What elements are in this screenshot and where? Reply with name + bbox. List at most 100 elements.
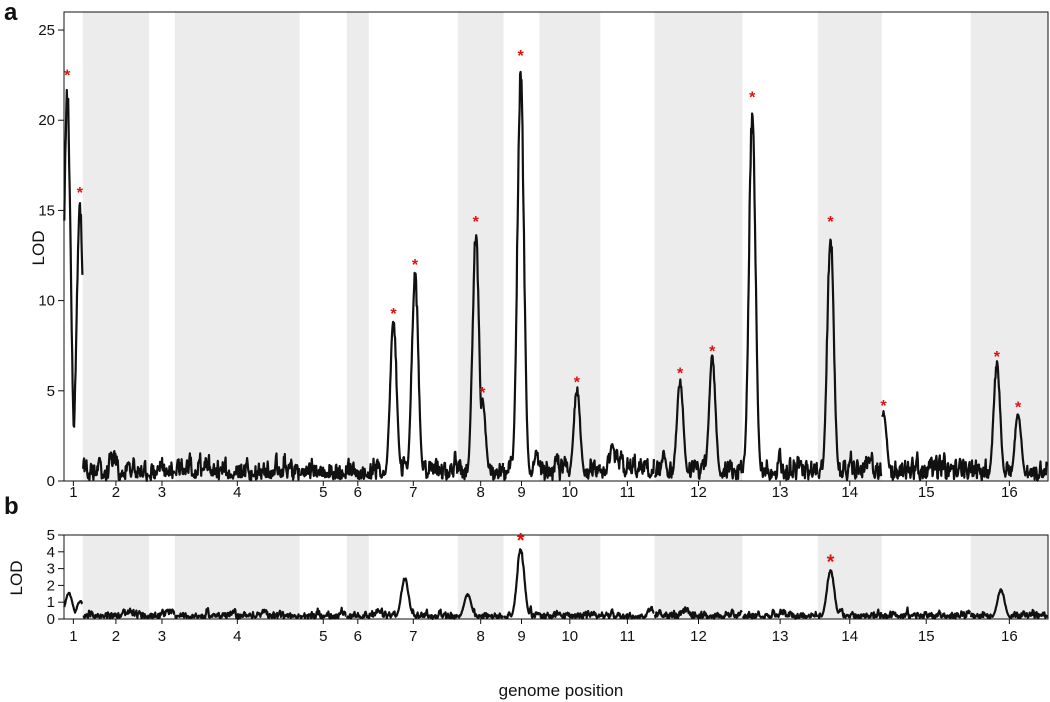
lod-trace-chr3 <box>148 608 176 620</box>
chrom-shade-16 <box>970 12 1048 481</box>
peak-marker-star: * <box>412 257 419 274</box>
x-tick-label-chr16: 16 <box>1001 628 1018 645</box>
x-tick-label-chr9: 9 <box>517 628 525 645</box>
x-tick-label-chr13: 13 <box>772 484 789 501</box>
lod-trace-chr8 <box>457 592 505 620</box>
y-tick-label: 5 <box>47 383 55 400</box>
lod-trace-chr15 <box>881 606 971 620</box>
peak-marker-star: * <box>479 385 486 402</box>
lod-trace-chr6 <box>346 610 370 620</box>
chrom-shade-6 <box>346 535 369 619</box>
x-tick-label-chr13: 13 <box>772 628 789 645</box>
y-tick-label: 20 <box>38 112 55 129</box>
y-tick-label: 0 <box>47 611 55 628</box>
y-tick-label: 0 <box>47 473 55 490</box>
peak-marker-star: * <box>390 306 397 323</box>
lod-trace-chr13 <box>741 112 819 481</box>
x-tick-label-chr1: 1 <box>69 628 77 645</box>
lod-trace-chr5 <box>299 606 347 620</box>
lod-trace-chr11 <box>599 443 655 479</box>
peak-marker-star: * <box>677 365 684 382</box>
lod-trace-chr14 <box>817 238 883 482</box>
lod-trace-chr2 <box>82 450 150 482</box>
chrom-shade-10 <box>539 535 601 619</box>
x-tick-label-chr3: 3 <box>158 628 166 645</box>
chrom-shade-2 <box>82 535 150 619</box>
x-tick-label-chr14: 14 <box>841 628 858 645</box>
y-tick-label: 3 <box>47 561 55 578</box>
lod-trace-chr15 <box>881 410 972 481</box>
lod-trace-chr11 <box>599 605 655 620</box>
x-tick-label-chr8: 8 <box>477 628 485 645</box>
x-tick-label-chr10: 10 <box>561 628 578 645</box>
x-tick-label-chr16: 16 <box>1001 484 1018 501</box>
lod-trace-chr4 <box>174 452 301 482</box>
x-axis-title: genome position <box>499 681 624 700</box>
lod-trace-chr10 <box>538 609 601 620</box>
x-tick-label-chr7: 7 <box>409 628 417 645</box>
peak-marker-star: * <box>473 214 480 231</box>
plot-frame <box>63 11 1049 482</box>
lod-trace-chr3 <box>148 456 176 482</box>
lod-trace-chr16 <box>969 588 1049 620</box>
x-tick-label-chr12: 12 <box>690 628 707 645</box>
y-tick-label: 4 <box>47 544 55 561</box>
x-tick-label-chr10: 10 <box>561 484 578 501</box>
chrom-shade-6 <box>346 12 369 481</box>
x-tick-label-chr12: 12 <box>690 484 707 501</box>
panel-a-ylabel: LOD <box>29 231 48 266</box>
x-tick-label-chr11: 11 <box>620 628 636 645</box>
y-tick-label: 2 <box>47 577 55 594</box>
lod-trace-chr12 <box>653 606 743 620</box>
lod-trace-chr7 <box>368 271 459 481</box>
x-tick-label-chr3: 3 <box>158 484 166 501</box>
y-tick-label: 25 <box>38 22 55 39</box>
peak-marker-star: * <box>880 398 887 415</box>
peak-marker-star: * <box>827 552 835 574</box>
lod-trace-chr13 <box>741 608 819 620</box>
lod-trace-chr9 <box>503 548 540 620</box>
x-tick-label-chr6: 6 <box>354 628 362 645</box>
lod-trace-chr16 <box>969 360 1049 482</box>
chrom-shade-12 <box>654 12 743 481</box>
x-tick-label-chr11: 11 <box>620 484 636 501</box>
x-tick-label-chr7: 7 <box>409 484 417 501</box>
peak-marker-star: * <box>749 89 756 106</box>
peak-marker-star: * <box>994 349 1001 366</box>
chrom-shade-8 <box>457 535 504 619</box>
x-tick-label-chr2: 2 <box>112 484 120 501</box>
x-tick-label-chr5: 5 <box>319 628 327 645</box>
lod-trace-chr9 <box>502 70 540 481</box>
peak-marker-star: * <box>64 68 71 85</box>
x-tick-label-chr4: 4 <box>233 484 241 501</box>
chrom-shade-4 <box>174 535 300 619</box>
y-tick-label: 5 <box>47 527 55 544</box>
lod-trace-chr14 <box>817 569 883 620</box>
panel-b-letter: b <box>4 493 19 520</box>
peak-marker-star: * <box>77 185 84 202</box>
lod-trace-chr10 <box>538 386 601 481</box>
chrom-shade-2 <box>82 12 150 481</box>
x-tick-label-chr8: 8 <box>477 484 485 501</box>
x-tick-label-chr5: 5 <box>319 484 327 501</box>
panel-b-ylabel: LOD <box>7 561 26 596</box>
x-tick-label-chr15: 15 <box>918 628 935 645</box>
x-tick-label-chr4: 4 <box>233 628 241 645</box>
peak-marker-star: * <box>518 48 525 65</box>
chrom-shade-4 <box>174 12 300 481</box>
y-tick-label: 10 <box>38 293 55 310</box>
x-tick-label-chr2: 2 <box>112 628 120 645</box>
chrom-shade-16 <box>970 535 1048 619</box>
x-tick-label-chr9: 9 <box>517 484 525 501</box>
chrom-shade-8 <box>457 12 504 481</box>
lod-trace-chr7 <box>368 577 459 621</box>
peak-marker-star: * <box>827 214 834 231</box>
x-tick-label-chr14: 14 <box>841 484 858 501</box>
lod-trace-chr8 <box>457 234 505 481</box>
chrom-shade-12 <box>654 535 743 619</box>
lod-trace-chr4 <box>174 606 301 621</box>
lod-trace-chr12 <box>653 354 744 481</box>
peak-marker-star: * <box>709 344 716 361</box>
